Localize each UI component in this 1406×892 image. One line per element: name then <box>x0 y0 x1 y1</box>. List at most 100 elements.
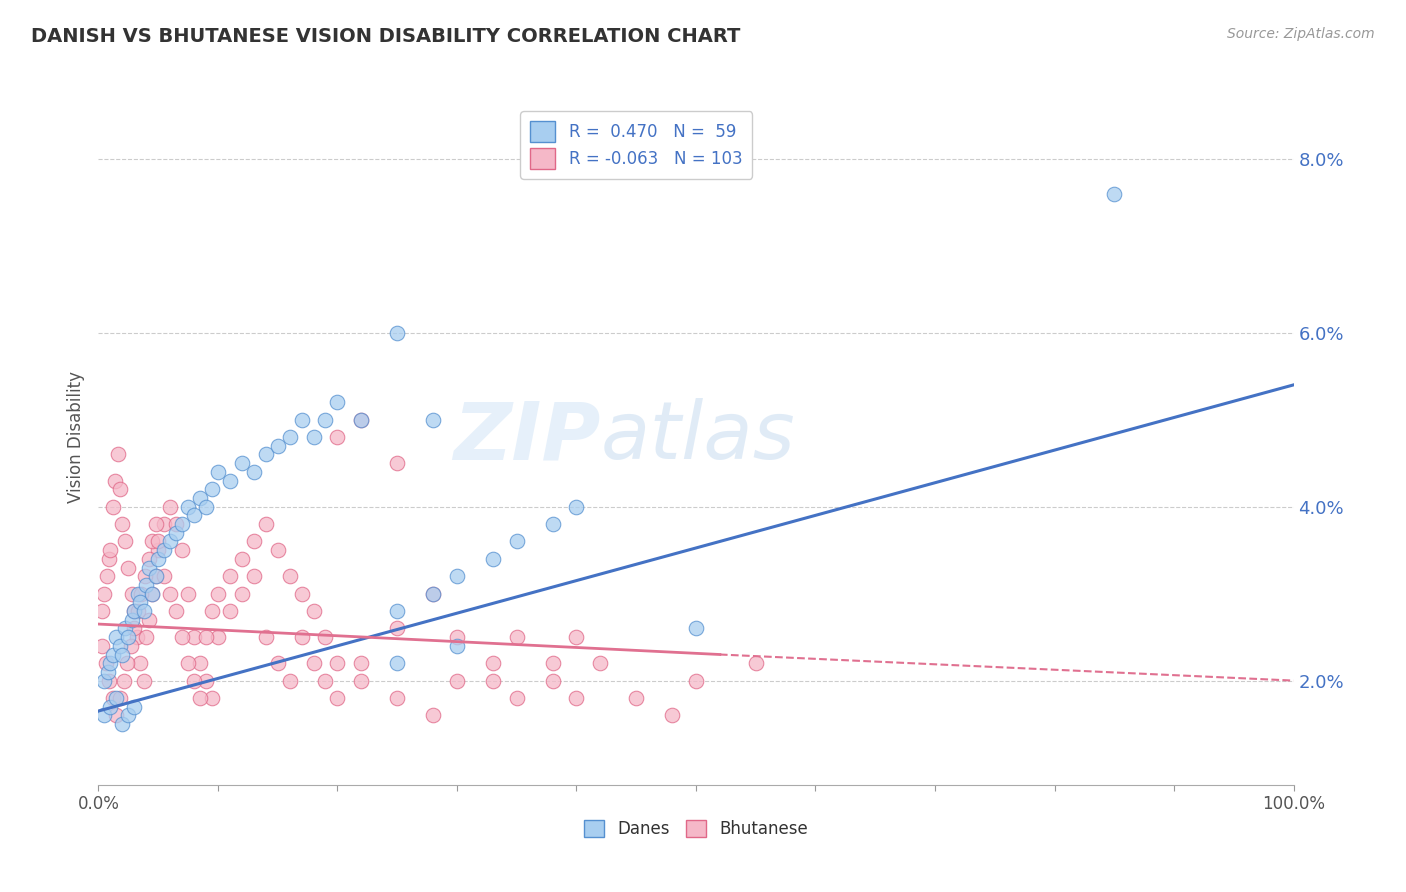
Point <box>385 456 409 470</box>
Point <box>231 587 253 601</box>
Point <box>141 587 163 601</box>
Point <box>278 569 301 583</box>
Point <box>101 690 124 705</box>
Point <box>165 516 187 531</box>
Point <box>105 690 128 705</box>
Point <box>98 551 121 566</box>
Point <box>97 665 120 679</box>
Point <box>115 657 138 671</box>
Point <box>278 430 301 444</box>
Point <box>315 412 337 426</box>
Point <box>243 534 266 549</box>
Point <box>661 708 683 723</box>
Point <box>93 673 115 688</box>
Point <box>148 551 170 566</box>
Point <box>315 630 337 644</box>
Point <box>481 551 505 566</box>
Point <box>254 630 277 644</box>
Point <box>91 639 114 653</box>
Point <box>422 412 444 426</box>
Point <box>231 456 253 470</box>
Point <box>108 690 131 705</box>
Point <box>148 543 170 558</box>
Point <box>207 630 229 644</box>
Point <box>291 587 314 601</box>
Point <box>302 604 325 618</box>
Point <box>201 690 224 705</box>
Point <box>195 630 218 644</box>
Point <box>207 587 229 601</box>
Point <box>145 569 167 583</box>
Point <box>626 690 648 705</box>
Point <box>117 560 139 574</box>
Point <box>111 516 134 531</box>
Point <box>188 657 211 671</box>
Point <box>91 604 114 618</box>
Point <box>125 630 148 644</box>
Point <box>385 690 409 705</box>
Point <box>326 657 349 671</box>
Point <box>446 673 468 688</box>
Point <box>114 534 136 549</box>
Point <box>172 630 194 644</box>
Point <box>129 657 152 671</box>
Point <box>124 604 146 618</box>
Point <box>172 516 194 531</box>
Point <box>446 569 468 583</box>
Point <box>541 657 564 671</box>
Point <box>422 587 444 601</box>
Point <box>107 447 129 462</box>
Point <box>153 569 176 583</box>
Point <box>138 613 160 627</box>
Point <box>121 613 143 627</box>
Point <box>159 500 181 514</box>
Point <box>105 630 128 644</box>
Legend: Danes, Bhutanese: Danes, Bhutanese <box>575 812 817 847</box>
Point <box>291 630 314 644</box>
Point <box>145 569 167 583</box>
Point <box>267 657 290 671</box>
Point <box>385 326 409 340</box>
Point <box>121 587 143 601</box>
Point <box>120 639 142 653</box>
Point <box>117 630 139 644</box>
Point <box>132 673 155 688</box>
Point <box>446 639 468 653</box>
Point <box>93 587 115 601</box>
Point <box>127 604 149 618</box>
Point <box>159 534 181 549</box>
Point <box>148 534 170 549</box>
Point <box>207 465 229 479</box>
Point <box>254 447 277 462</box>
Point <box>589 657 612 671</box>
Point <box>104 474 127 488</box>
Text: atlas: atlas <box>600 398 796 476</box>
Point <box>506 630 529 644</box>
Point <box>1104 186 1126 201</box>
Point <box>278 673 301 688</box>
Point <box>165 604 187 618</box>
Point <box>98 543 122 558</box>
Point <box>127 587 149 601</box>
Point <box>101 500 124 514</box>
Point <box>124 699 146 714</box>
Point <box>201 482 224 496</box>
Point <box>350 673 373 688</box>
Point <box>506 534 529 549</box>
Point <box>243 569 266 583</box>
Point <box>243 465 266 479</box>
Point <box>422 708 444 723</box>
Point <box>135 630 157 644</box>
Point <box>183 630 205 644</box>
Point <box>219 474 242 488</box>
Point <box>96 569 118 583</box>
Point <box>111 648 134 662</box>
Point <box>129 595 152 609</box>
Point <box>267 439 290 453</box>
Point <box>141 534 163 549</box>
Point <box>177 657 200 671</box>
Point <box>350 657 373 671</box>
Point <box>124 604 146 618</box>
Point <box>326 395 349 409</box>
Point <box>188 690 211 705</box>
